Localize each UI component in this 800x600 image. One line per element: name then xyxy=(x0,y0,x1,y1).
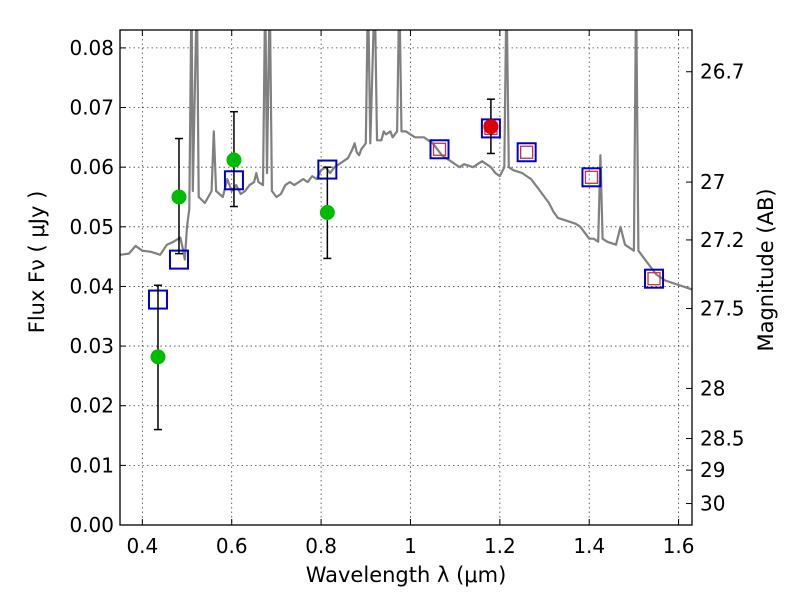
observed-flux-point xyxy=(319,204,335,220)
y-tick-label: 0.08 xyxy=(69,36,114,60)
y-tick-label: 0.01 xyxy=(69,453,114,477)
right-tick-label: 27.5 xyxy=(700,297,745,321)
synthetic-flux-red-square xyxy=(520,145,534,159)
y-axis-label: Flux Fν ( μJy ) xyxy=(25,191,49,334)
axis-ticks: 0.4 0.6 0.8 1 1.2 1.4 1.6 0.00 0.01 0.02 0.03 0.04 0… xyxy=(69,30,745,558)
y-tick-label: 0.07 xyxy=(69,96,114,120)
grid xyxy=(120,30,692,526)
x-axis-label: Wavelength λ (μm) xyxy=(306,563,507,587)
plot-frame xyxy=(119,29,693,526)
synthetic-flux-red-square xyxy=(647,272,661,286)
x-tick-label: 1.4 xyxy=(573,534,605,558)
x-tick-label: 1 xyxy=(404,534,417,558)
observed-flux-point xyxy=(150,349,166,365)
y-tick-label: 0.04 xyxy=(69,274,114,298)
right-tick-label: 27 xyxy=(700,170,725,194)
synthetic-flux-square xyxy=(516,142,537,163)
x-tick-label: 1.6 xyxy=(663,534,695,558)
synthetic-flux-square xyxy=(581,167,602,188)
x-tick-label: 1.2 xyxy=(484,534,516,558)
y-tick-label: 0.03 xyxy=(69,334,114,358)
right-tick-label: 28.5 xyxy=(700,427,745,451)
observed-flux-point xyxy=(171,189,187,205)
synthetic-flux-red-square xyxy=(432,142,447,156)
x-tick-label: 0.8 xyxy=(305,534,337,558)
observed-flux-point xyxy=(226,152,242,168)
right-tick-label: 27.2 xyxy=(700,228,745,252)
right-tick-label: 26.7 xyxy=(700,60,745,84)
y-tick-label: 0.00 xyxy=(69,513,114,537)
right-tick-label: 29 xyxy=(700,458,725,482)
model-spectrum-line xyxy=(120,30,692,291)
x-tick-label: 0.6 xyxy=(216,534,248,558)
x-tick-label: 0.4 xyxy=(126,534,158,558)
y-tick-label: 0.06 xyxy=(69,155,114,179)
y-tick-label: 0.05 xyxy=(69,215,114,239)
plot-area xyxy=(120,30,692,431)
right-tick-label: 28 xyxy=(700,376,725,400)
y-tick-label: 0.02 xyxy=(69,394,114,418)
synthetic-flux-red-square xyxy=(584,170,599,184)
right-tick-label: 30 xyxy=(700,492,725,516)
observed-flux-red-point xyxy=(483,119,499,135)
synthetic-flux-square xyxy=(429,139,450,160)
synthetic-flux-square xyxy=(644,268,665,289)
y-axis-label-right: Magnitude (AB) xyxy=(754,188,778,351)
